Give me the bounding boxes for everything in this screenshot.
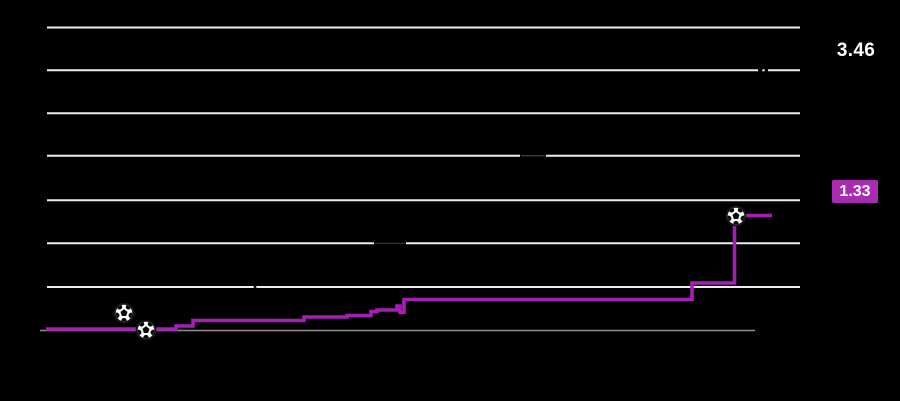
away-odds-line [46,213,772,331]
goal-ball-icon [136,320,157,341]
home-odds-label: 3.46 [836,40,876,61]
goal-ball-icon [114,303,135,324]
goal-ball-icon [726,206,747,227]
legend: BAYER 04 LEVERKUSEN FCA F [0,366,900,401]
away-odds-badge: 1.33 [832,180,878,203]
gridline-dark-dot [253,285,257,289]
